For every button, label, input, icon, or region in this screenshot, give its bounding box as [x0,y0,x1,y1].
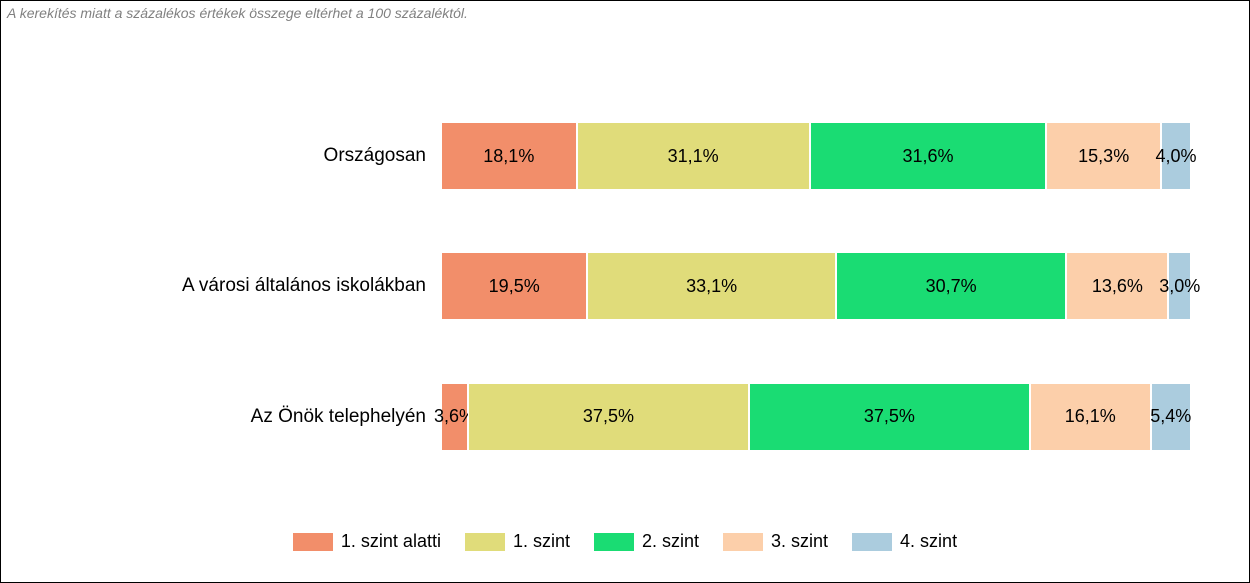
bar-segment: 31,6% [810,122,1047,190]
legend-swatch [594,533,634,551]
bar-row: Az Önök telephelyén3,6% 37,5% 37,5% 16,1% 5,… [1,381,1219,453]
legend-swatch [723,533,763,551]
legend-item: 1. szint alatti [293,531,441,552]
chart-area: Országosan 18,1% 31,1% 31,6% 15,3% 4,0% A váro… [1,81,1249,492]
segment-value: 31,6% [902,146,953,167]
stacked-bar: 3,6% 37,5% 37,5% 16,1% 5,4% [441,383,1191,451]
segment-value: 16,1% [1065,406,1116,427]
legend-swatch [852,533,892,551]
bar-segment: 19,5% [441,252,587,320]
bar-segment: 18,1% [441,122,577,190]
bar-row: Országosan 18,1% 31,1% 31,6% 15,3% 4,0% [1,120,1219,192]
row-label: Országosan [1,145,441,167]
legend-label: 4. szint [900,531,957,552]
segment-value: 3,0% [1159,276,1200,297]
bar-segment: 15,3% [1046,122,1161,190]
rounding-note: A kerekítés miatt a százalékos értékek ö… [7,5,468,21]
legend: 1. szint alatti 1. szint 2. szint 3. szint 4… [1,531,1249,552]
bar-segment: 3,6% [441,383,468,451]
legend-item: 3. szint [723,531,828,552]
bar-segment: 13,6% [1066,252,1168,320]
legend-item: 4. szint [852,531,957,552]
chart-container: A kerekítés miatt a százalékos értékek ö… [0,0,1250,583]
bar-segment: 31,1% [577,122,810,190]
segment-value: 30,7% [926,276,977,297]
legend-label: 2. szint [642,531,699,552]
legend-label: 1. szint [513,531,570,552]
bar-segment: 30,7% [836,252,1066,320]
segment-value: 4,0% [1155,146,1196,167]
segment-value: 15,3% [1078,146,1129,167]
bar-segment: 16,1% [1030,383,1151,451]
bar-segment: 37,5% [749,383,1030,451]
stacked-bar: 18,1% 31,1% 31,6% 15,3% 4,0% [441,122,1191,190]
bar-segment: 33,1% [587,252,835,320]
segment-value: 37,5% [864,406,915,427]
segment-value: 18,1% [483,146,534,167]
bar-segment: 37,5% [468,383,749,451]
legend-item: 1. szint [465,531,570,552]
bar-row: A városi általános iskolákban 19,5% 33,1% 3… [1,250,1219,322]
segment-value: 19,5% [489,276,540,297]
bar-segment: 3,0% [1168,252,1191,320]
segment-value: 13,6% [1092,276,1143,297]
legend-item: 2. szint [594,531,699,552]
segment-value: 33,1% [686,276,737,297]
segment-value: 37,5% [583,406,634,427]
legend-swatch [293,533,333,551]
segment-value: 31,1% [668,146,719,167]
segment-value: 5,4% [1150,406,1191,427]
bar-segment: 5,4% [1151,383,1191,451]
legend-label: 3. szint [771,531,828,552]
legend-label: 1. szint alatti [341,531,441,552]
row-label: A városi általános iskolákban [1,275,441,297]
bar-segment: 4,0% [1161,122,1191,190]
row-label: Az Önök telephelyén [1,406,441,428]
legend-swatch [465,533,505,551]
stacked-bar: 19,5% 33,1% 30,7% 13,6% 3,0% [441,252,1191,320]
